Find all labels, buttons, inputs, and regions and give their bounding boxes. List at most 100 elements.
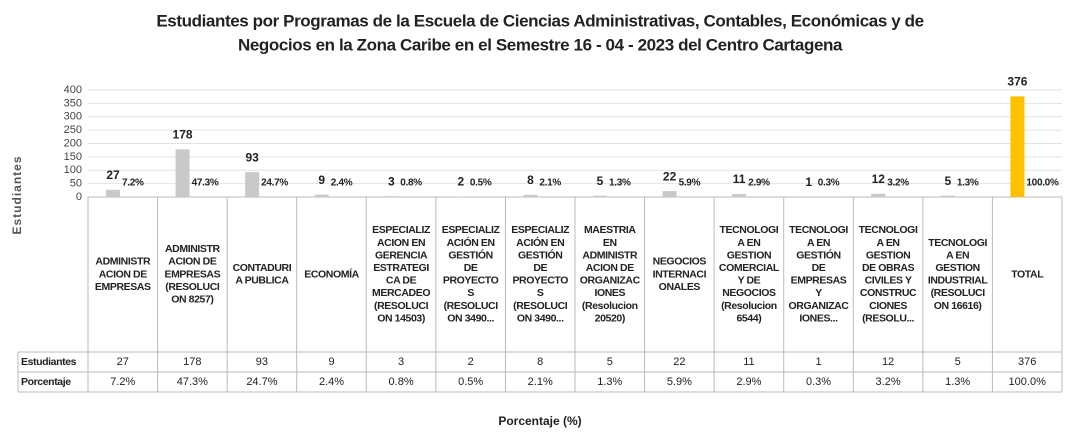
x-tick-label: ON 3490... (447, 312, 494, 324)
x-tick-label: A EN (877, 237, 900, 249)
x-tick-label: INTERNACI (653, 268, 707, 280)
x-tick-label: (RESOLUCI (165, 281, 220, 293)
x-tick-label: A EN (807, 237, 830, 249)
x-axis-label: Porcentaje (%) (498, 414, 581, 428)
x-tick-label: ESPECIALIZ (442, 224, 501, 236)
table-cell: 7.2% (110, 376, 135, 388)
x-tick-label: (Resolucion (721, 300, 777, 312)
x-tick-label: CIVILES Y (865, 275, 912, 287)
x-tick-label: TECNOLOGI (859, 224, 918, 236)
data-label: 376 (1007, 75, 1027, 89)
bar (662, 191, 677, 197)
data-label: 2.4% (331, 178, 353, 189)
x-tick-label: ACION DE (586, 262, 635, 274)
bar (940, 195, 955, 197)
x-tick-label: DE (812, 262, 826, 274)
x-tick-label: Y DE (738, 275, 761, 287)
x-tick-label: ADMINISTR (95, 256, 151, 268)
y-tick-label: 0 (76, 191, 82, 203)
x-tick-label: GESTIÓN (518, 248, 562, 261)
x-tick-label: (RESOLU... (862, 312, 914, 324)
x-tick-label: INDUSTRIAL (928, 275, 989, 287)
x-tick-label: CONTADURI (233, 262, 292, 274)
x-tick-label: PROYECTO (512, 275, 568, 287)
x-tick-label: ACION DE (168, 256, 217, 268)
x-tick-label: ONALES (659, 281, 701, 293)
data-label: 11 (733, 172, 746, 186)
table-cell: 27 (117, 356, 129, 368)
x-tick-label: DE OBRAS (862, 262, 915, 274)
bar (732, 194, 747, 197)
data-label: 9 (318, 173, 325, 187)
x-tick-label: MAESTRIA (584, 224, 636, 236)
data-label: 5.9% (679, 178, 701, 189)
data-label: 0.8% (400, 178, 422, 189)
data-label: 22 (663, 169, 677, 183)
x-tick-label: ADMINISTR (165, 243, 221, 255)
x-tick-label: ECONOMÍA (304, 267, 359, 280)
x-tick-label: IONES (594, 287, 625, 299)
data-label: 2.9% (748, 178, 770, 189)
table-cell: 93 (256, 356, 268, 368)
data-label: 5 (597, 174, 604, 188)
x-tick-label: S (537, 287, 544, 299)
data-label: 24.7% (261, 178, 288, 189)
x-tick-label: TOTAL (1011, 268, 1044, 280)
x-tick-label: 6544) (736, 312, 761, 324)
x-tick-label: ESTRATEGI (373, 262, 429, 274)
data-label: 100.0% (1026, 178, 1059, 189)
x-tick-label: EMPRESAS (791, 275, 847, 287)
table-cell: 2.1% (528, 376, 553, 388)
table-cell: 376 (1018, 356, 1036, 368)
bar (593, 195, 607, 197)
y-tick-label: 100 (64, 164, 82, 176)
table-cell: 3.2% (876, 376, 901, 388)
x-tick-label: ON 8257) (171, 293, 213, 305)
x-tick-label: (RESOLUCI (444, 300, 499, 312)
data-label: 178 (173, 128, 193, 142)
table-cell: 2.9% (736, 376, 761, 388)
x-tick-label: ORGANIZAC (580, 275, 641, 287)
table-cell: 5 (955, 356, 961, 368)
table-cell: 11 (743, 356, 754, 368)
data-label: 0.3% (818, 178, 840, 189)
bar (175, 149, 190, 197)
x-tick-label: ON 3490... (517, 312, 564, 324)
data-label: 5 (945, 174, 952, 188)
y-axis-label: Estudiantes (10, 155, 24, 234)
table-cell: 24.7% (246, 376, 277, 388)
y-tick-label: 250 (64, 124, 82, 136)
x-tick-label: PROYECTO (443, 275, 499, 287)
x-tick-label: EMPRESAS (95, 281, 151, 293)
table-cell: 1.3% (597, 376, 622, 388)
x-tick-label: MERCADEO (372, 287, 430, 299)
table-cell: 47.3% (177, 376, 208, 388)
chart-title: Negocios en la Zona Caribe en el Semestr… (238, 35, 843, 54)
x-tick-label: (RESOLUCI (374, 300, 429, 312)
data-label: 12 (872, 172, 886, 186)
x-tick-label: ON 14503) (377, 312, 425, 324)
table-cell: 1.3% (945, 376, 970, 388)
x-tick-label: (RESOLUCI (513, 300, 568, 312)
y-tick-label: 350 (64, 97, 82, 109)
data-label: 0.5% (470, 178, 492, 189)
bar (384, 196, 399, 197)
x-tick-label: ACION DE (99, 268, 148, 280)
data-label: 3.2% (887, 178, 909, 189)
x-tick-label: TECNOLOGI (789, 224, 848, 236)
data-label: 8 (527, 173, 534, 187)
x-tick-label: CIONES (869, 300, 907, 312)
x-tick-label: A PUBLICA (235, 275, 289, 287)
x-tick-label: EMPRESAS (164, 268, 220, 280)
row-header: Estudiantes (21, 356, 77, 368)
bar (453, 196, 468, 197)
bar (106, 189, 120, 197)
x-tick-label: GESTION (935, 262, 979, 274)
x-tick-label: S (467, 287, 474, 299)
table-cell: 100.0% (1009, 376, 1047, 388)
x-tick-label: (Resolucion (582, 300, 638, 312)
data-label: 27 (106, 168, 120, 182)
x-tick-label: ORGANIZAC (789, 300, 850, 312)
y-tick-label: 50 (70, 178, 82, 190)
x-tick-label: A EN (946, 249, 969, 261)
